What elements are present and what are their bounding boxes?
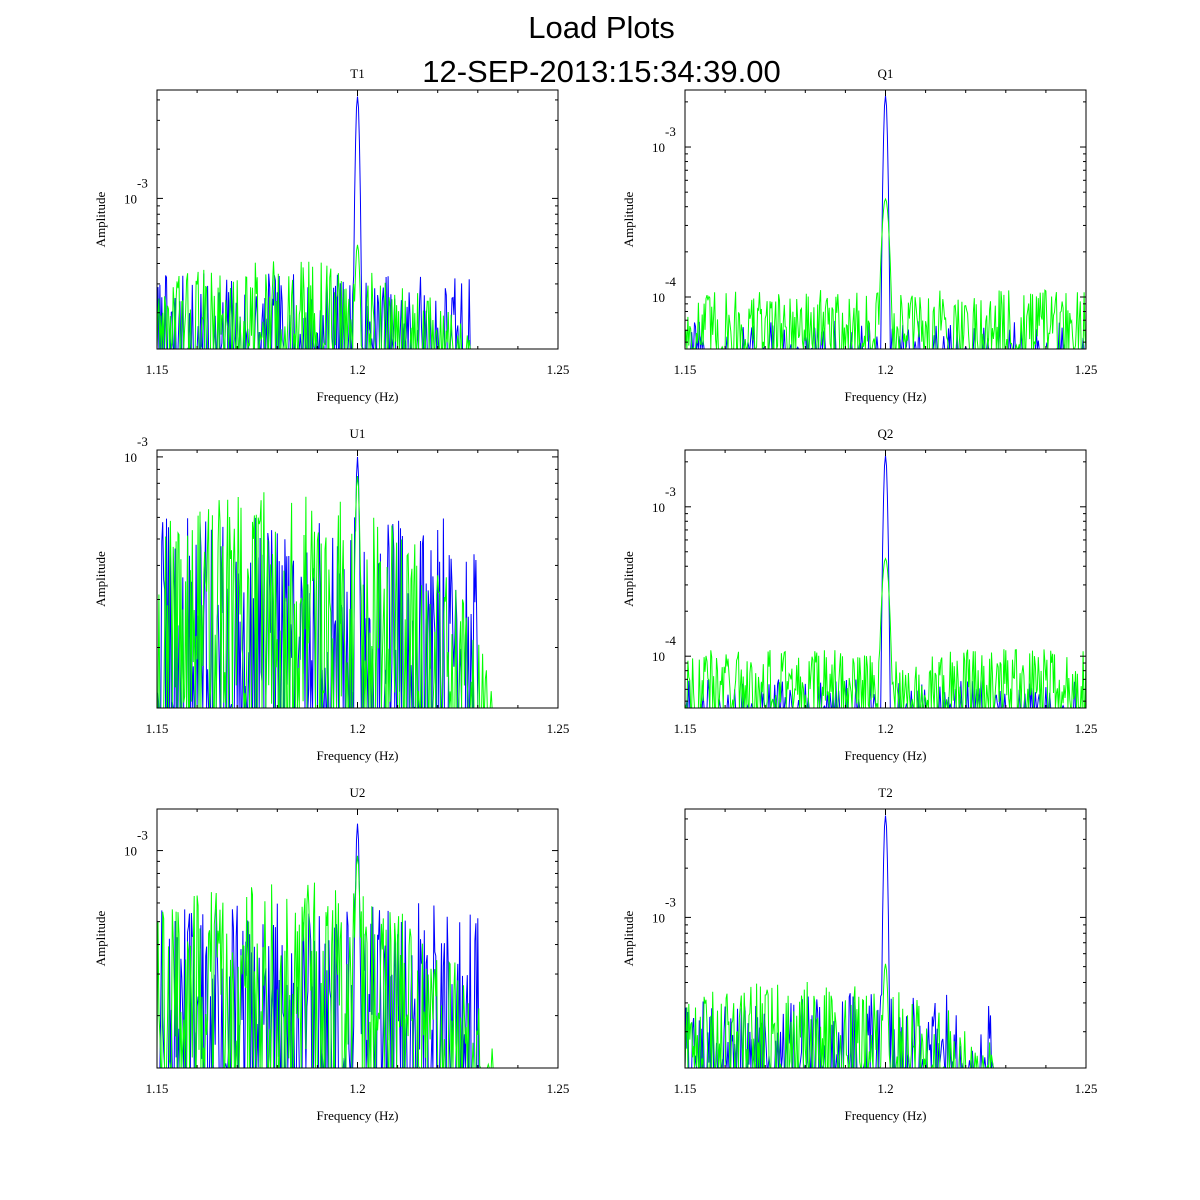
series-line	[157, 96, 558, 349]
y-tick-mantissa: 10	[124, 191, 137, 206]
x-tick-label: 1.25	[547, 721, 570, 736]
chart-title: U1	[350, 426, 366, 441]
chart-panel-t1: 1.15 1.2 1.25 10-3 T1 Frequency (Hz) Amplitude	[93, 66, 569, 404]
x-tick-label: 1.15	[146, 721, 169, 736]
series-line	[157, 855, 558, 1068]
y-axis-label: Amplitude	[621, 191, 636, 247]
chart-title: U2	[350, 785, 366, 800]
x-axis-label: Frequency (Hz)	[845, 1108, 927, 1123]
x-tick-label: 1.15	[674, 362, 697, 377]
chart-title: Q2	[878, 426, 894, 441]
x-tick-label: 1.15	[674, 1081, 697, 1096]
chart-panel-t2: 1.15 1.2 1.25 10-3 T2 Frequency (Hz) Amplitude	[621, 785, 1097, 1123]
chart-title: Q1	[878, 66, 894, 81]
y-tick-mantissa: 10	[124, 450, 137, 465]
plot-area	[685, 815, 1086, 1068]
y-tick-exponent: -3	[137, 434, 148, 449]
y-axis-label: Amplitude	[93, 191, 108, 247]
plot-area	[685, 455, 1086, 708]
plot-area	[157, 96, 558, 349]
x-tick-label: 1.25	[547, 362, 570, 377]
y-tick-mantissa: 10	[124, 844, 137, 859]
page-subtitle: 12-SEP-2013:15:34:39.00	[422, 54, 781, 89]
x-tick-label: 1.2	[349, 362, 365, 377]
y-tick-exponent: -4	[665, 633, 676, 648]
x-tick-label: 1.15	[674, 721, 697, 736]
y-tick-mantissa: 10	[652, 649, 665, 664]
y-tick-mantissa: 10	[652, 290, 665, 305]
y-tick-mantissa: 10	[652, 140, 665, 155]
series-line	[685, 455, 1086, 708]
series-line	[685, 197, 1086, 349]
y-axis-label: Amplitude	[621, 551, 636, 607]
series-line	[685, 95, 1086, 349]
series-line	[157, 476, 558, 708]
series-line	[685, 557, 1086, 708]
x-tick-label: 1.25	[1075, 721, 1098, 736]
y-tick-exponent: -4	[665, 274, 676, 289]
x-tick-label: 1.15	[146, 362, 169, 377]
x-axis-label: Frequency (Hz)	[317, 389, 399, 404]
x-tick-label: 1.2	[349, 721, 365, 736]
plot-frame	[684, 89, 1087, 350]
x-tick-label: 1.25	[1075, 362, 1098, 377]
chart-title: T2	[878, 785, 892, 800]
series-line	[685, 963, 1086, 1068]
plot-area	[157, 456, 558, 708]
y-axis-label: Amplitude	[93, 910, 108, 966]
y-tick-exponent: -3	[137, 828, 148, 843]
y-tick-mantissa: 10	[652, 500, 665, 515]
chart-panel-u1: 1.15 1.2 1.25 10-3 U1 Frequency (Hz) Amplitude	[93, 426, 569, 763]
x-tick-label: 1.2	[877, 721, 893, 736]
y-tick-exponent: -3	[665, 484, 676, 499]
chart-title: T1	[350, 66, 364, 81]
plot-frame	[684, 449, 1087, 709]
y-tick-exponent: -3	[665, 894, 676, 909]
y-axis-label: Amplitude	[621, 910, 636, 966]
x-tick-label: 1.2	[349, 1081, 365, 1096]
x-axis-label: Frequency (Hz)	[317, 1108, 399, 1123]
plot-area	[685, 95, 1086, 349]
x-axis-label: Frequency (Hz)	[317, 748, 399, 763]
y-tick-exponent: -3	[665, 124, 676, 139]
plot-area	[157, 823, 558, 1068]
x-tick-label: 1.2	[877, 362, 893, 377]
chart-panel-u2: 1.15 1.2 1.25 10-3 U2 Frequency (Hz) Amplitude	[93, 785, 569, 1123]
x-tick-label: 1.2	[877, 1081, 893, 1096]
page-title: Load Plots	[528, 10, 675, 45]
x-tick-label: 1.15	[146, 1081, 169, 1096]
x-tick-label: 1.25	[547, 1081, 570, 1096]
plot-frame	[156, 89, 559, 350]
y-axis-label: Amplitude	[93, 551, 108, 607]
x-tick-label: 1.25	[1075, 1081, 1098, 1096]
x-axis-label: Frequency (Hz)	[845, 748, 927, 763]
y-tick-exponent: -3	[137, 175, 148, 190]
series-line	[157, 244, 558, 349]
series-line	[157, 456, 558, 708]
x-axis-label: Frequency (Hz)	[845, 389, 927, 404]
series-line	[157, 823, 558, 1068]
y-tick-mantissa: 10	[652, 910, 665, 925]
